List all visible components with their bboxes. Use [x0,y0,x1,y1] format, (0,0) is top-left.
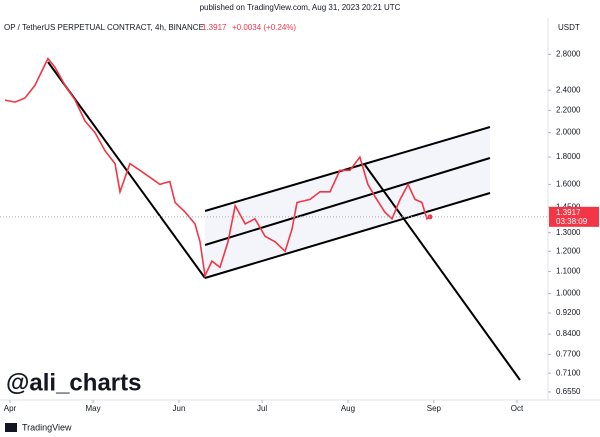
y-tick-label: 1.6000 [556,180,581,189]
trend-lines [47,61,521,381]
x-tick-label: Apr [4,404,17,413]
y-tick-label: 1.1000 [556,267,581,276]
y-tick-label: 0.9200 [556,308,581,317]
y-tick-label: 2.8000 [556,50,581,59]
x-tick-label: Aug [341,404,355,413]
channel-lower [204,192,491,279]
x-tick-label: Jul [257,404,267,413]
header-price: 1.3917 [202,23,227,32]
x-tick-label: Sep [427,404,442,413]
x-tick-label: Jun [173,404,186,413]
price-line [4,57,431,279]
y-tick-label: 1.8000 [556,152,581,161]
currency: USDT [558,23,580,32]
channel-upper [204,126,491,212]
y-tick-label: 1.3000 [556,228,581,237]
y-tick-label: 2.0000 [556,128,581,137]
y-tick-label: 1.2000 [556,246,581,255]
y-tick-label: 2.2000 [556,106,581,115]
y-tick-label: 0.6550 [556,387,581,396]
channel-middle [204,157,491,246]
brand: TradingView [22,422,72,432]
price-label-box [549,206,599,227]
y-tick-label: 2.4000 [556,85,581,94]
watermark: @ali_charts [6,369,141,396]
y-tick-label: 0.7100 [556,368,581,377]
price-label: 1.3917 [556,208,581,217]
header-change: +0.0034 (+0.24%) [232,23,296,32]
published-note: published on TradingView.com, Aug 31, 20… [200,3,401,12]
countdown: 03:38:09 [556,217,588,226]
breakdown-line [364,164,521,381]
brand-logo [5,423,17,432]
symbol-title: OP / TetherUS PERPETUAL CONTRACT, 4h, BI… [4,23,204,32]
x-tick-label: Oct [511,404,524,413]
y-tick-label: 1.0000 [556,289,581,298]
y-tick-label: 0.8400 [556,329,581,338]
y-tick-label: 0.7700 [556,349,581,358]
x-tick-label: May [86,404,101,413]
